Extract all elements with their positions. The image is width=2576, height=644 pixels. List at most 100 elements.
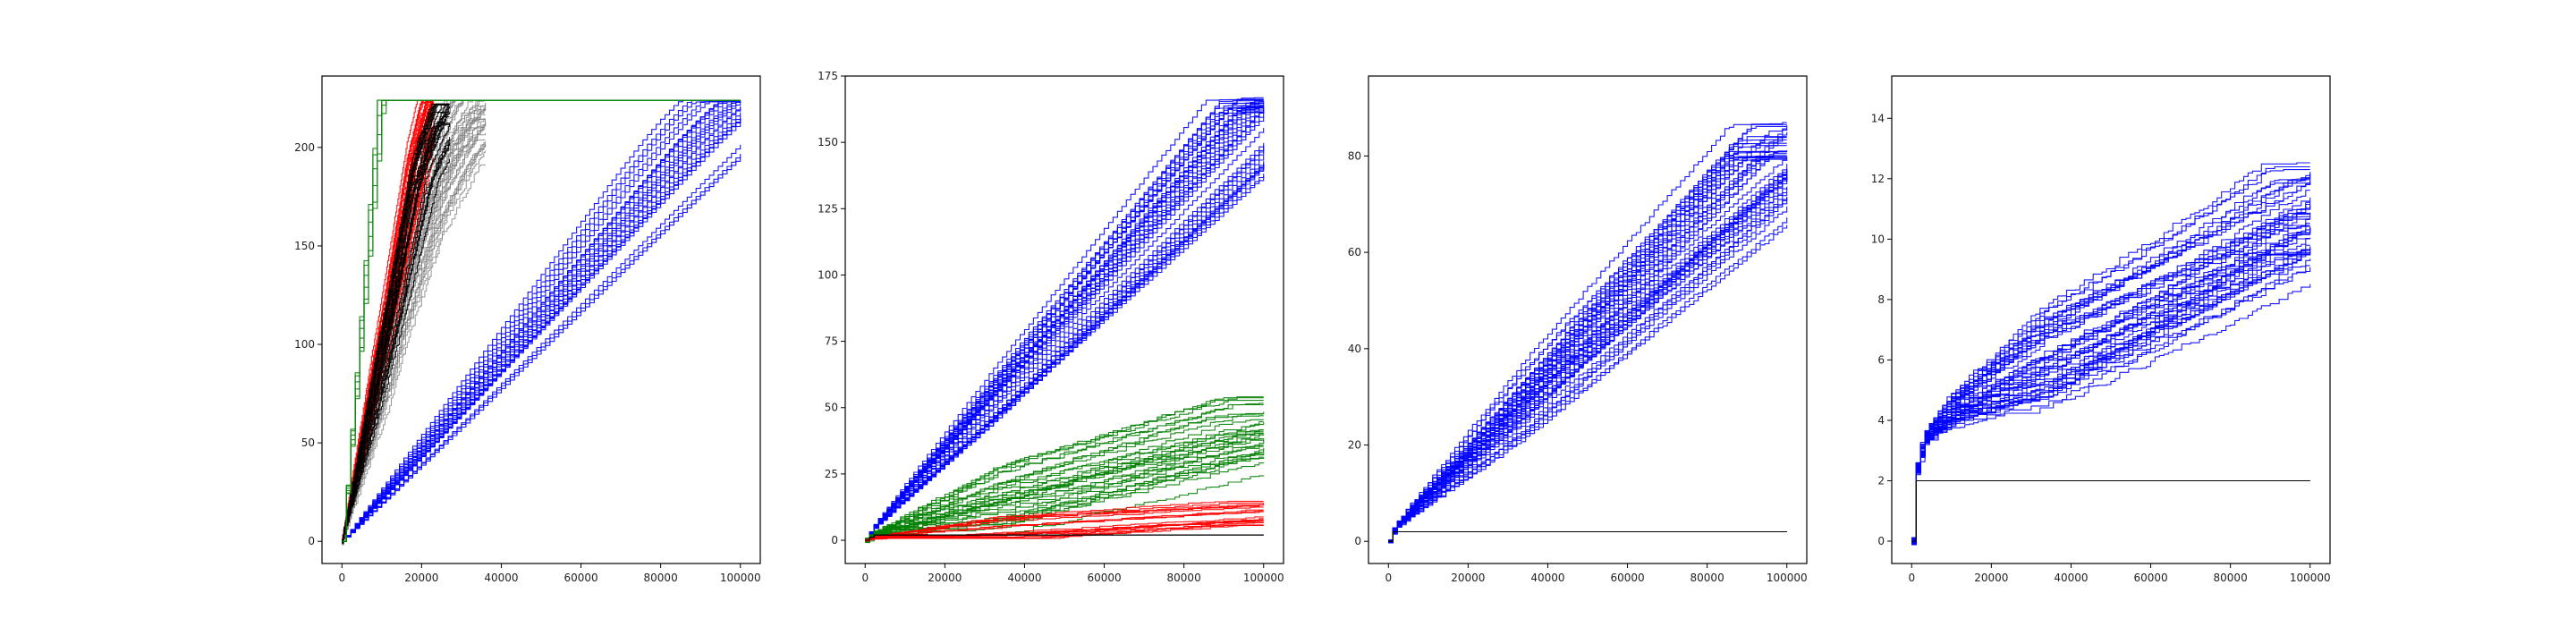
x-tick-label: 40000 [1007,572,1041,584]
y-tick-label: 100 [294,338,315,351]
series-line-black [342,103,450,542]
y-tick-label: 50 [301,436,315,449]
x-tick-label: 60000 [564,572,597,584]
series-line-blue [342,101,741,542]
x-tick-label: 60000 [2133,572,2167,584]
y-tick-label: 12 [1871,173,1885,185]
series-line-blue [1388,145,1787,544]
series-line-blue [865,98,1264,541]
x-tick-label: 60000 [1087,572,1121,584]
y-tick-label: 75 [825,335,838,348]
series-line-blue [1911,190,2310,546]
series-lines [342,99,741,546]
series-line-blue [1388,171,1788,543]
series-line-black [342,137,451,541]
y-tick-label: 175 [818,70,838,82]
series-line-green [865,411,1265,544]
y-tick-label: 0 [308,535,315,547]
y-tick-label: 14 [1871,112,1885,124]
y-tick-label: 25 [825,468,838,480]
series-line-blue [865,145,1265,541]
series-line-blue [1388,157,1787,541]
series-line-blue [342,99,741,542]
x-tick-label: 40000 [2054,572,2088,584]
series-line-green [865,397,1264,542]
x-tick-label: 80000 [1690,572,1724,584]
x-tick-label: 40000 [1530,572,1564,584]
series-line-black [1388,530,1787,542]
y-tick-label: 50 [825,402,838,414]
series-line-green [865,396,1264,541]
series-line-green [865,434,1265,542]
series-line-green [865,450,1265,539]
series-line-blue [1911,197,2311,540]
series-line-blue [1388,125,1787,541]
series-line-blue [342,99,741,542]
series-line-blue [1388,197,1788,542]
series-line-blue [1911,226,2311,543]
series-lines [1911,162,2311,546]
series-line-blue [1388,123,1787,544]
axes-frame [321,75,761,564]
chart-panel-4: 0 20000 40000 60000 80000 100000 0 2 4 6 8 10 12 14 [1871,75,2331,584]
y-tick-label: 60 [1348,246,1361,258]
x-tick-label: 0 [861,572,869,584]
series-line-blue [1911,216,2310,540]
series-line-black [342,123,450,543]
series-line-red [865,521,1264,541]
series-line-red [342,101,434,542]
series-line-red [865,504,1264,540]
y-tick-label: 100 [818,268,838,281]
y-tick-label: 125 [818,202,838,215]
y-tick-label: 0 [1354,535,1361,547]
axes-frame [1368,75,1808,564]
series-line-red [865,524,1264,541]
series-line-blue [342,153,741,542]
series-line-blue [1388,125,1788,543]
series-line-red [865,510,1264,541]
series-line-blue [1911,253,2310,546]
series-lines [865,97,1265,544]
series-line-blue [865,97,1264,542]
series-line-green [342,99,741,542]
chart-panel-1: 0 20000 40000 60000 80000 100000 0 50 100 150 200 [294,75,761,584]
series-line-red [865,520,1264,541]
x-tick-label: 40000 [484,572,518,584]
series-line-blue [1911,172,2311,539]
series-line-green [865,419,1264,542]
series-line-blue [1911,169,2310,546]
y-tick-label: 150 [294,240,315,252]
series-line-black [865,534,1264,541]
x-tick-label: 0 [1385,572,1392,584]
y-tick-label: 8 [1877,293,1885,306]
series-line-blue [865,105,1264,541]
y-tick-label: 0 [1877,535,1885,547]
x-tick-label: 100000 [2290,572,2331,584]
y-tick-label: 40 [1348,343,1361,355]
y-tick-label: 200 [294,141,315,154]
y-tick-label: 6 [1877,353,1885,366]
series-line-black [342,103,450,542]
series-line-gray [342,141,487,539]
x-tick-label: 80000 [644,572,678,584]
x-tick-label: 20000 [928,572,962,584]
chart-panel-3: 0 20000 40000 60000 80000 100000 0 20 40 60 80 [1348,75,1808,584]
y-tick-label: 150 [818,136,838,148]
y-tick-label: 2 [1877,474,1885,487]
x-tick-label: 100000 [1243,572,1284,584]
series-line-red [342,99,434,541]
x-tick-label: 0 [338,572,345,584]
axes-frame [1891,75,2331,564]
x-tick-label: 60000 [1610,572,1644,584]
x-tick-label: 20000 [1974,572,2008,584]
y-tick-label: 0 [831,534,838,547]
x-tick-label: 20000 [404,572,438,584]
series-line-black [1911,479,2310,542]
series-line-green [865,413,1264,539]
chart-panel-2: 0 20000 40000 60000 80000 100000 0 25 50 75 100 125… [818,70,1284,584]
x-tick-label: 80000 [2214,572,2248,584]
series-line-gray [342,144,487,545]
series-line-blue [1911,258,2311,542]
series-lines [1388,122,1788,544]
x-tick-label: 80000 [1167,572,1201,584]
